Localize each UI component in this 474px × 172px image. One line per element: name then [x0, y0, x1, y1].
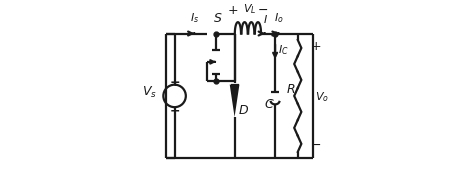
Text: +: +	[311, 40, 321, 53]
Text: R: R	[287, 83, 296, 96]
Text: $I_C$: $I_C$	[278, 43, 288, 57]
Text: D: D	[238, 104, 248, 117]
Text: $I$: $I$	[263, 13, 268, 25]
Text: +: +	[169, 77, 180, 89]
Polygon shape	[230, 85, 239, 117]
Text: −: −	[311, 139, 321, 152]
Text: $V_L$: $V_L$	[243, 2, 256, 16]
Text: $I_o$: $I_o$	[274, 11, 284, 25]
Text: S: S	[214, 12, 221, 25]
Text: $I_s$: $I_s$	[190, 11, 200, 25]
Text: +: +	[228, 4, 238, 17]
Text: $V_o$: $V_o$	[315, 91, 329, 104]
Text: C: C	[264, 98, 273, 111]
Text: $V_s$: $V_s$	[142, 85, 157, 100]
Text: −: −	[169, 104, 180, 117]
Text: −: −	[258, 4, 268, 17]
